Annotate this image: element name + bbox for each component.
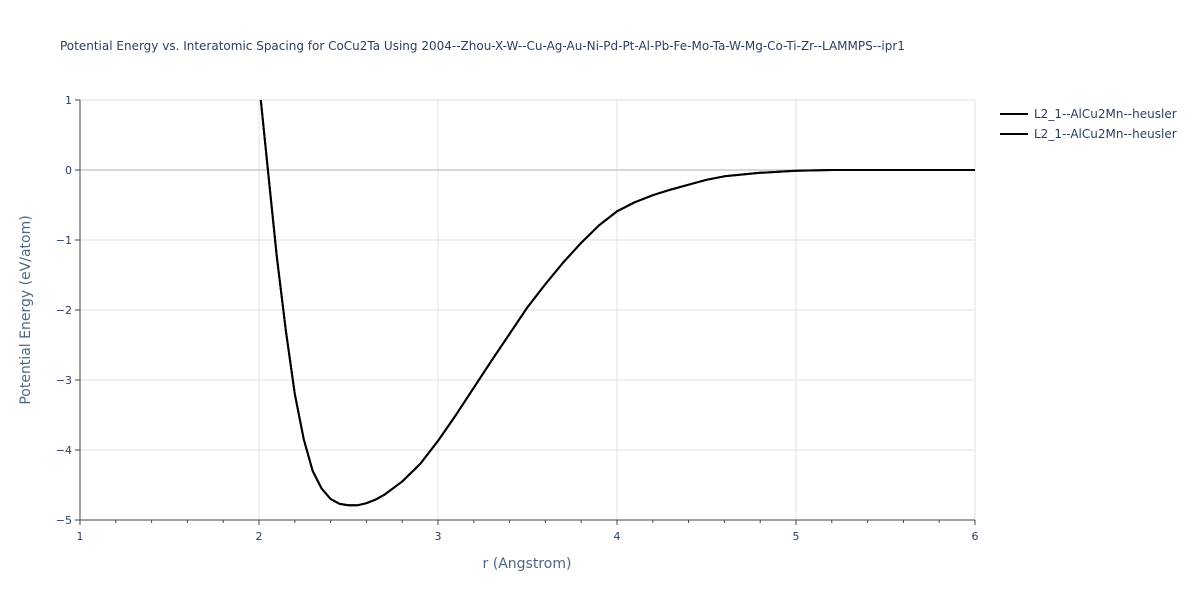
x-tick-label: 5 — [793, 530, 800, 543]
y-tick-label: −4 — [56, 444, 72, 457]
chart-title: Potential Energy vs. Interatomic Spacing… — [60, 39, 905, 53]
x-tick-label: 6 — [972, 530, 979, 543]
y-tick-label: −3 — [56, 374, 72, 387]
x-tick-label: 4 — [614, 530, 621, 543]
legend-item-1[interactable]: L2_1--AlCu2Mn--heusler — [1000, 107, 1177, 121]
legend[interactable]: L2_1--AlCu2Mn--heusler L2_1--AlCu2Mn--heu… — [1000, 107, 1177, 141]
series-layer — [259, 99, 975, 507]
y-tick-label: −2 — [56, 304, 72, 317]
series-line-2 — [259, 99, 975, 507]
x-axis-title: r (Angstrom) — [483, 556, 572, 572]
x-tick-label: 2 — [256, 530, 263, 543]
legend-label: L2_1--AlCu2Mn--heusler — [1034, 107, 1177, 121]
y-tick-label: −1 — [56, 234, 72, 247]
axis-layer: 1 2 3 4 5 6 1 0 −1 −2 −3 −4 −5 — [56, 94, 979, 543]
x-tick-label: 1 — [77, 530, 84, 543]
y-tick-label: 1 — [65, 94, 72, 107]
legend-label: L2_1--AlCu2Mn--heusler — [1034, 127, 1177, 141]
x-tick-label: 3 — [435, 530, 442, 543]
grid-layer — [80, 99, 976, 520]
y-axis-title: Potential Energy (eV/atom) — [18, 215, 34, 404]
y-tick-label: 0 — [65, 164, 72, 177]
legend-item-2[interactable]: L2_1--AlCu2Mn--heusler — [1000, 127, 1177, 141]
y-tick-label: −5 — [56, 514, 72, 527]
